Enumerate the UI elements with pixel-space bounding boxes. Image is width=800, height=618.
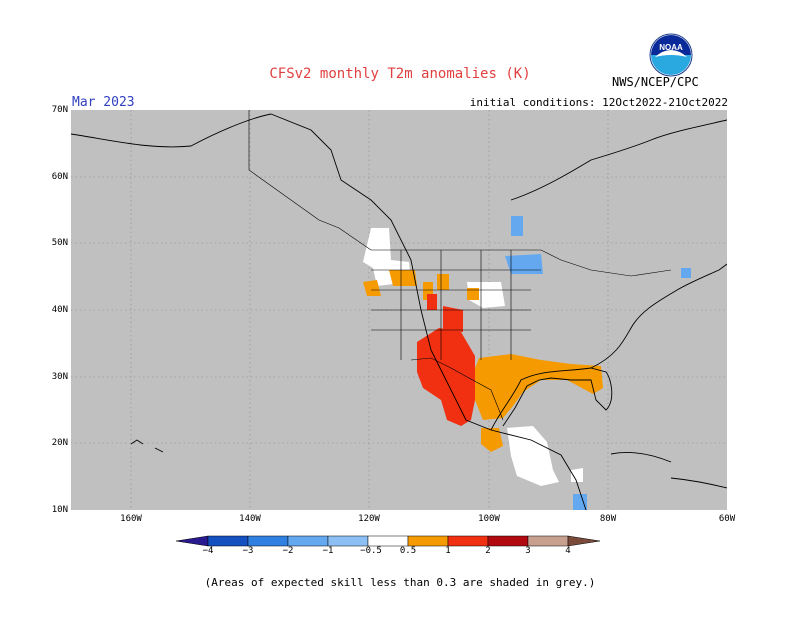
- colorbar-label: 3: [525, 546, 531, 556]
- lon-label: 80W: [599, 514, 617, 524]
- lat-label: 30N: [51, 372, 68, 382]
- colorbar-label: −3: [242, 546, 254, 556]
- lat-label: 60N: [51, 172, 68, 182]
- anomaly-map: [71, 110, 727, 510]
- colorbar-label: 0.5: [399, 546, 417, 556]
- lon-label: 120W: [358, 514, 380, 524]
- cool-anomaly-light: [505, 216, 691, 510]
- warm-anomaly-1-2: [417, 294, 475, 426]
- skill-footnote: (Areas of expected skill less than 0.3 a…: [204, 576, 596, 589]
- political-borders: [248, 110, 672, 421]
- map-gridlines: [71, 110, 727, 510]
- colorbar: [175, 535, 601, 547]
- colorbar-label: 4: [565, 546, 571, 556]
- colorbar-label: 2: [485, 546, 491, 556]
- lon-label: 100W: [478, 514, 500, 524]
- colorbar-label: −0.5: [360, 546, 382, 556]
- colorbar-label: −4: [202, 546, 214, 556]
- colorbar-label: −2: [282, 546, 294, 556]
- colorbar-label: −1: [322, 546, 334, 556]
- chart-title: CFSv2 monthly T2m anomalies (K): [269, 66, 531, 82]
- initial-conditions: initial conditions: 12Oct2022-21Oct2022: [469, 96, 728, 109]
- lat-label: 10N: [51, 505, 68, 515]
- noaa-logo: NOAA: [649, 33, 693, 77]
- colorbar-label: 1: [445, 546, 451, 556]
- lon-label: 160W: [120, 514, 142, 524]
- lon-label: 60W: [718, 514, 736, 524]
- lat-label: 70N: [51, 105, 68, 115]
- lat-label: 40N: [51, 305, 68, 315]
- agency-label: NWS/NCEP/CPC: [612, 75, 699, 89]
- forecast-month: Mar 2023: [72, 95, 135, 110]
- lat-label: 50N: [51, 238, 68, 248]
- lon-label: 140W: [239, 514, 261, 524]
- noaa-logo-text: NOAA: [659, 43, 683, 52]
- lat-label: 20N: [51, 438, 68, 448]
